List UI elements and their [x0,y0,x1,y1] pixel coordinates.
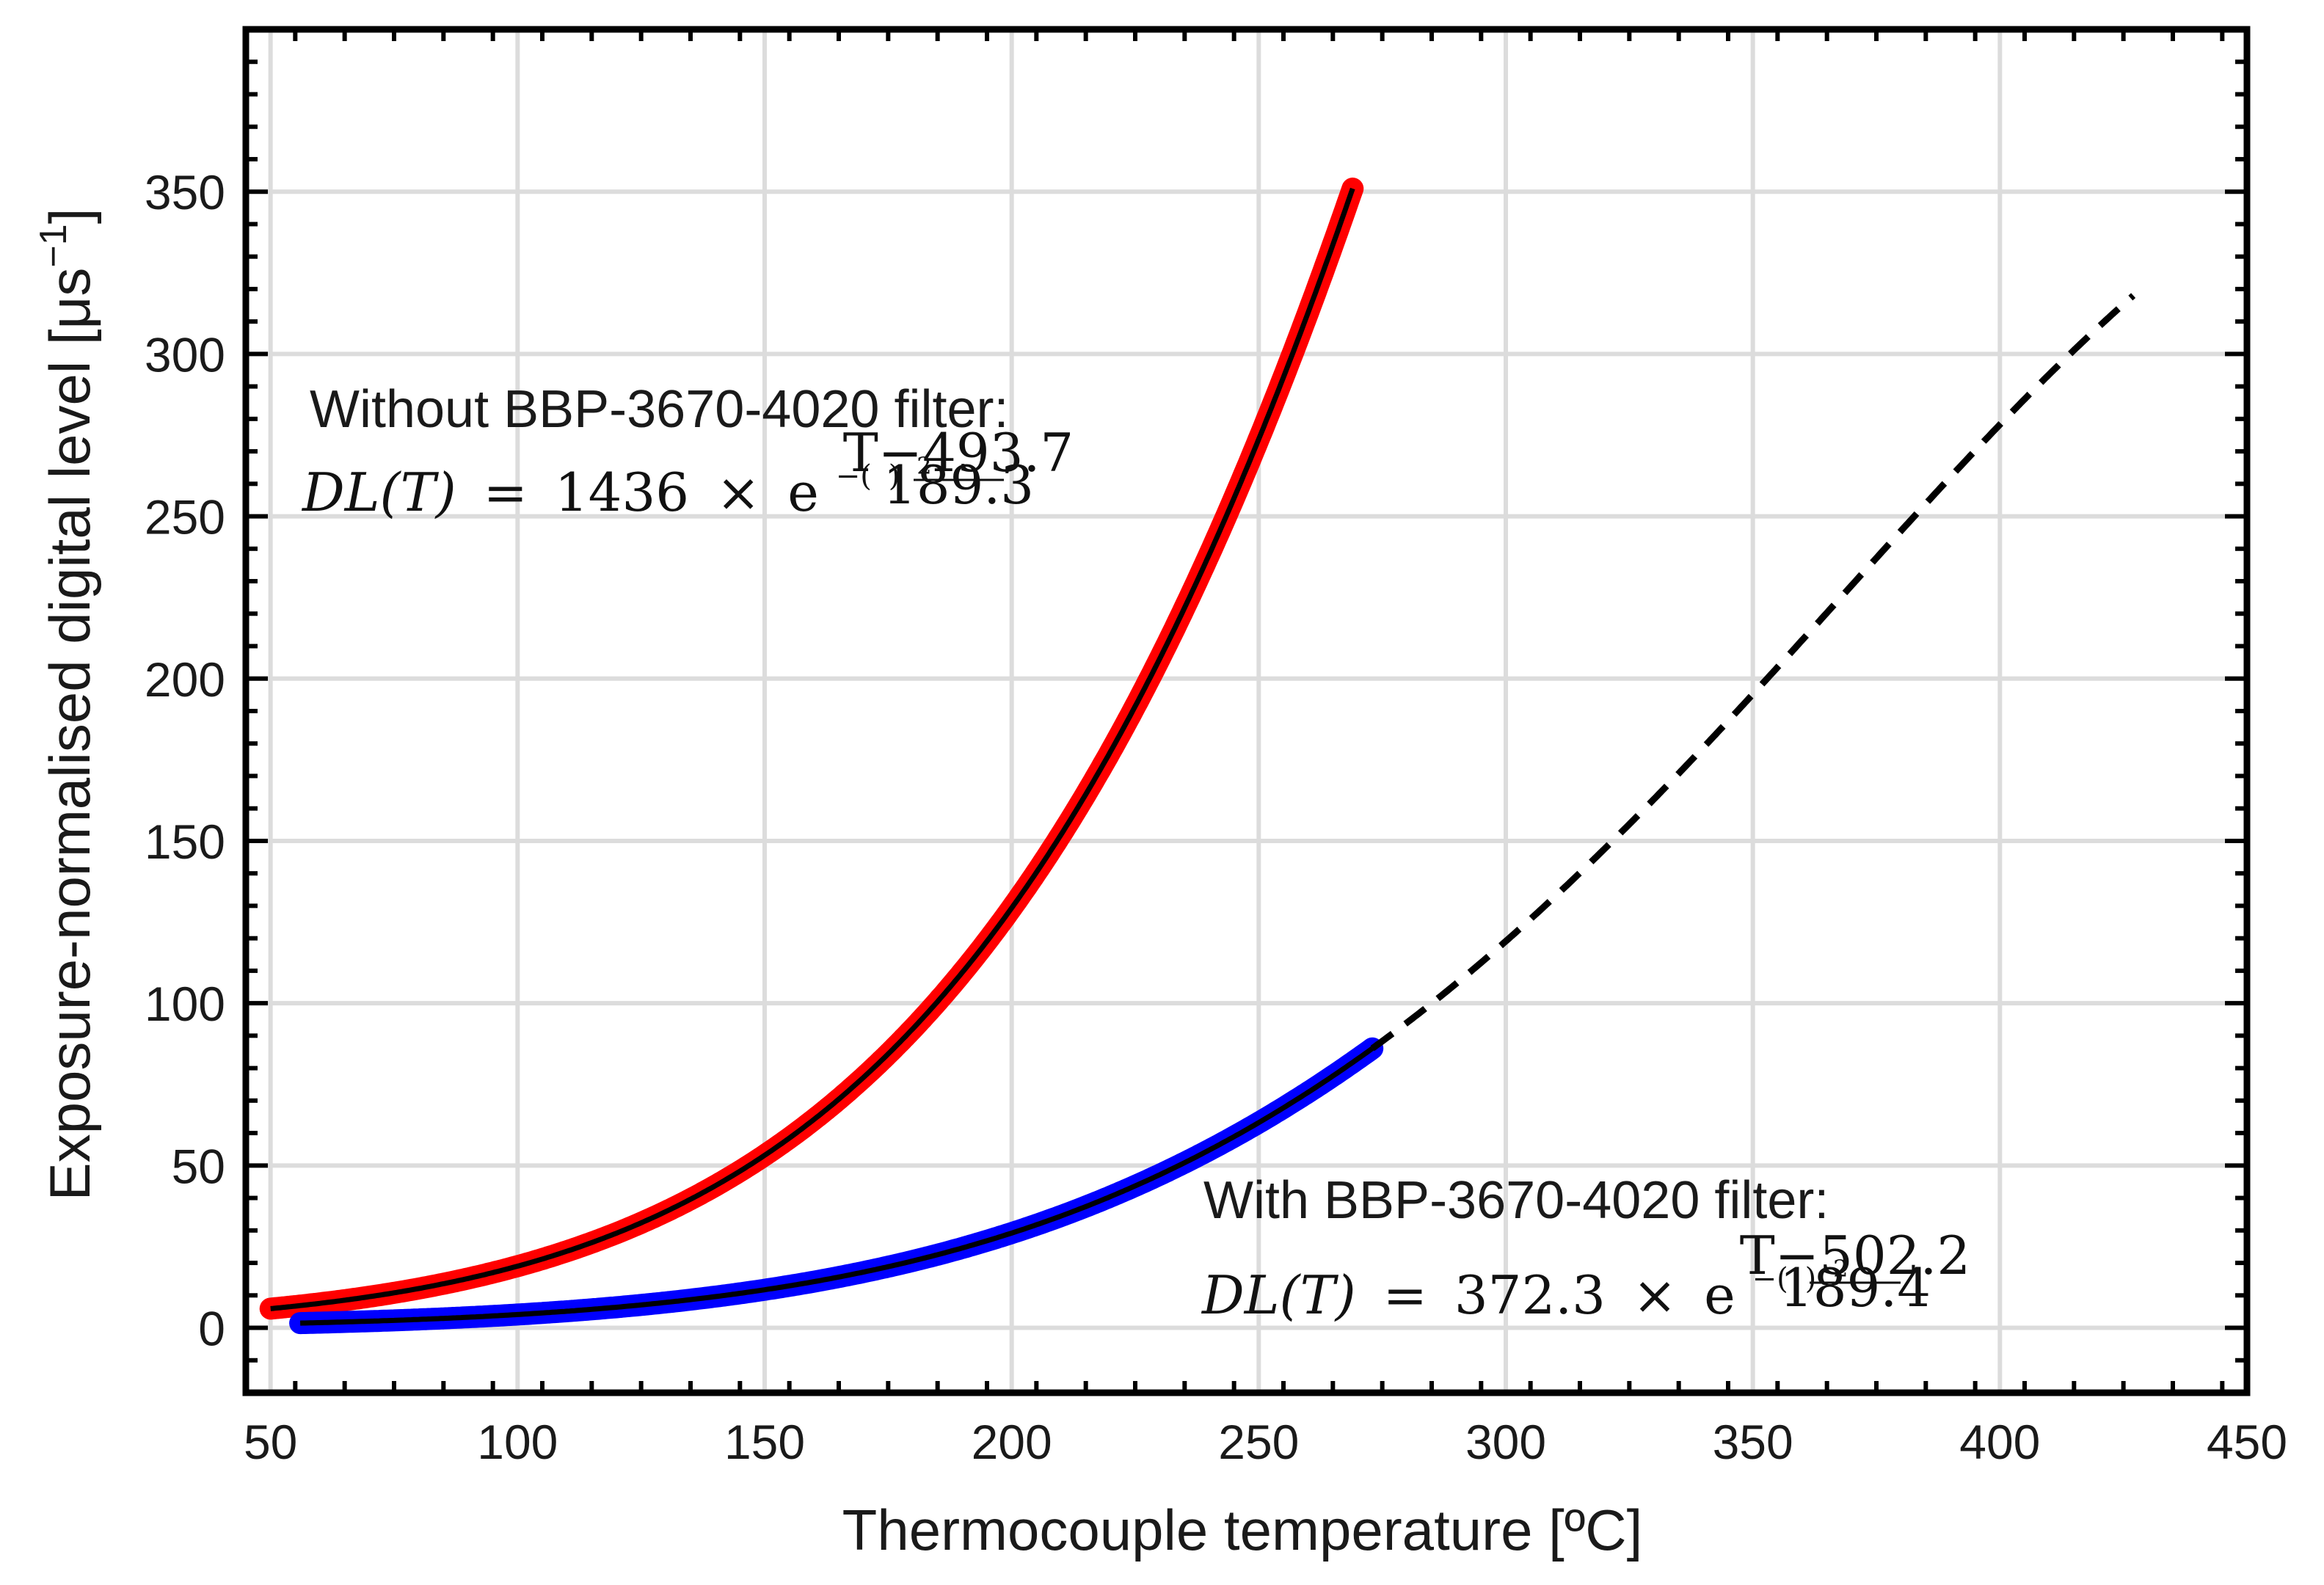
annotation-with-frac-den: 189.4 [1780,1257,1931,1319]
x-tick-label: 350 [1713,1415,1793,1469]
y-tick-label: 50 [172,1139,225,1193]
annotation-with-label: With BBP-3670-4020 filter: [1203,1171,1829,1230]
y-tick-label: 250 [145,490,225,544]
y-tick-label: 0 [198,1302,225,1356]
y-axis-title-main: Exposure-normalised digital level [μs [37,268,102,1201]
annotation-with-equation: DL(T) = 372.3 × e −( ) 2 [1201,1239,1848,1326]
x-tick-label: 50 [244,1415,297,1469]
x-tick-label: 100 [477,1415,558,1469]
x-tick-label: 250 [1218,1415,1299,1469]
annotation-with-filter: With BBP-3670-4020 filter: DL(T) = 372.3… [1201,1171,1970,1326]
series-layer [259,178,2136,1335]
series-without-bbp-3670-4020-filter-data [259,178,1364,1320]
y-tick-label: 350 [145,165,225,219]
x-tick-label: 150 [724,1415,805,1469]
y-axis-title-sup: −1 [32,224,75,267]
annotation-without-label: Without BBP-3670-4020 filter: [310,380,1009,439]
y-axis-title-end: ] [37,208,102,225]
annotation-without-filter: Without BBP-3670-4020 filter: DL(T) = 14… [301,380,1074,523]
y-axis-title: Exposure-normalised digital level [μs−1] [32,208,102,1201]
y-tick-label: 300 [145,327,225,382]
y-tick-label: 200 [145,652,225,707]
x-tick-label: 200 [972,1415,1052,1469]
x-tick-label: 400 [1959,1415,2040,1469]
grid [246,29,2249,1393]
x-tick-label: 450 [2207,1415,2287,1469]
series-without-bbp-3670-4020-filter-fit [270,187,1355,1311]
x-tick-labels: 50 100 150 200 250 300 350 400 450 [244,1415,2287,1469]
annotation-without-frac-den: 189.3 [883,454,1034,516]
annotation-without-equation: DL(T) = 1436 × e −( ) 2 [301,437,932,523]
plot-frame [242,26,2251,1396]
annotation-with-frac-num: T−502.2 [1740,1225,1970,1286]
x-axis-title: Thermocouple temperature [ºC] [842,1498,1643,1562]
series-with-bbp-3670-4020-filter-fit [299,1046,1374,1326]
y-tick-labels: 0 50 100 150 200 250 300 350 [145,165,225,1355]
annotation-without-frac-num: T−493.7 [843,422,1074,484]
x-tick-label: 300 [1465,1415,1546,1469]
y-tick-label: 100 [145,977,225,1031]
y-tick-label: 150 [145,815,225,869]
